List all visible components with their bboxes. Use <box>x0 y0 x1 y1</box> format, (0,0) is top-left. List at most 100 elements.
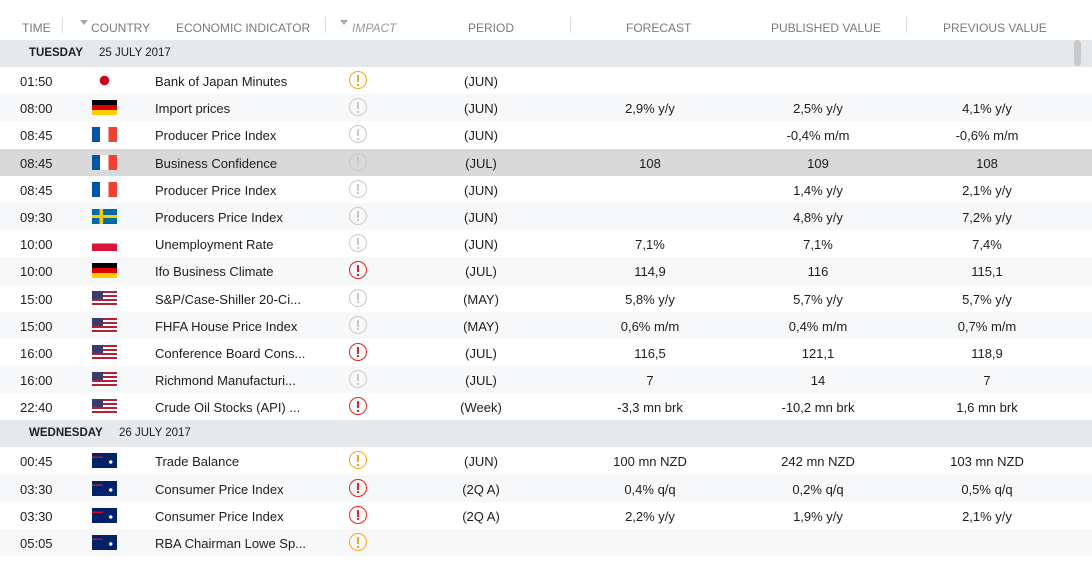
time: 01:50 <box>20 74 53 89</box>
flag <box>92 344 117 360</box>
filter-icon[interactable] <box>340 20 348 25</box>
previous: 5,7% y/y <box>962 291 1012 307</box>
previous: 7,2% y/y <box>962 209 1012 225</box>
event-row[interactable]: 08:45 Producer Price Index (JUN) 1,4% y/y 2,… <box>0 176 1092 203</box>
event-row[interactable]: 05:05 RBA Chairman Lowe Sp... <box>0 529 1092 557</box>
col-previous[interactable]: PREVIOUS VALUE <box>943 21 1047 35</box>
event-row[interactable]: 16:00 Conference Board Cons... (JUL) 116,5 1… <box>0 339 1092 366</box>
published: 1,4% y/y <box>793 182 843 198</box>
previous: 118,9 <box>971 345 1003 361</box>
flag <box>92 181 117 197</box>
indicator: RBA Chairman Lowe Sp... <box>155 536 307 551</box>
event-row[interactable]: 01:50 Bank of Japan Minutes (JUN) <box>0 67 1092 94</box>
impact-icon <box>349 370 367 389</box>
event-row[interactable]: 15:00 S&P/Case-Shiller 20-Ci... (MAY) 5,8% … <box>0 285 1092 312</box>
published: 0,2% q/q <box>792 481 844 497</box>
table-header: TIME COUNTRY ECONOMIC INDICATOR IMPACT P… <box>0 0 1092 40</box>
col-indicator[interactable]: ECONOMIC INDICATOR <box>176 21 311 35</box>
event-row[interactable]: 15:00 FHFA House Price Index (MAY) 0,6% m/m… <box>0 311 1092 339</box>
indicator: Import prices <box>155 101 231 117</box>
period: (MAY) <box>463 318 499 334</box>
impact-icon <box>349 315 367 334</box>
indicator: Unemployment Rate <box>155 237 274 253</box>
time: 05:05 <box>20 536 53 551</box>
flag <box>92 100 117 116</box>
event-row[interactable]: 09:30 Producers Price Index (JUN) 4,8% y/y 7… <box>0 202 1092 231</box>
forecast: 116,5 <box>634 345 666 361</box>
period: (MAY) <box>463 291 499 307</box>
event-row[interactable]: 10:00 Unemployment Rate (JUN) 7,1% 7,1% 7,4% <box>0 230 1092 257</box>
event-row[interactable]: 08:45 Business Confidence (JUL) 108 109 108 <box>0 148 1092 176</box>
period: (JUN) <box>464 74 498 89</box>
event-row[interactable]: 08:45 Producer Price Index (JUN) -0,4% m/m -… <box>0 121 1092 148</box>
period: (JUL) <box>465 264 497 280</box>
published: 4,8% y/y <box>793 209 843 225</box>
event-row[interactable]: 08:00 Import prices (JUN) 2,9% y/y 2,5% y/y 4… <box>0 94 1092 122</box>
published: 14 <box>810 373 826 389</box>
event-row[interactable]: 10:00 Ifo Business Climate (JUL) 114,9 116 11… <box>0 257 1092 285</box>
impact-icon <box>349 478 367 497</box>
period: (JUL) <box>465 155 497 171</box>
filter-icon[interactable] <box>80 20 88 25</box>
indicator: Business Confidence <box>155 155 278 171</box>
previous: 103 mn NZD <box>950 454 1024 470</box>
separator <box>570 17 571 33</box>
date: 26 JULY 2017 <box>119 427 191 440</box>
separator <box>325 17 326 33</box>
flag <box>92 73 117 88</box>
forecast: 100 mn NZD <box>613 454 687 470</box>
event-row[interactable]: 22:40 Crude Oil Stocks (API) ... (Week) -3,… <box>0 393 1092 420</box>
impact-icon <box>349 98 367 117</box>
col-forecast[interactable]: FORECAST <box>626 21 692 35</box>
event-row[interactable]: 03:30 Consumer Price Index (2Q A) 0,4% q/q 0… <box>0 474 1092 502</box>
event-row[interactable]: 16:00 Richmond Manufacturi... (JUL) 7 14 7 <box>0 366 1092 394</box>
previous: 115,1 <box>971 264 1003 280</box>
col-published[interactable]: PUBLISHED VALUE <box>771 21 881 35</box>
event-row[interactable]: 03:30 Consumer Price Index (2Q A) 2,2% y/y 1… <box>0 502 1092 529</box>
period: (2Q A) <box>462 508 500 524</box>
published: 7,1% <box>803 237 833 253</box>
indicator: FHFA House Price Index <box>155 318 298 334</box>
forecast: 7 <box>646 373 654 389</box>
indicator: Producers Price Index <box>155 209 283 225</box>
forecast: 7,1% <box>635 237 665 253</box>
period: (JUN) <box>464 454 498 470</box>
col-impact[interactable]: IMPACT <box>352 21 397 35</box>
impact-icon <box>349 179 367 198</box>
day-header: WEDNESDAY 26 JULY 2017 <box>0 420 1092 448</box>
separator <box>62 17 63 33</box>
time: 16:00 <box>20 373 53 389</box>
time: 08:45 <box>20 182 53 198</box>
flag <box>92 453 117 469</box>
time: 08:00 <box>20 101 53 117</box>
impact-icon <box>349 261 367 280</box>
event-row[interactable]: 00:45 Trade Balance (JUN) 100 mn NZD 242 mn … <box>0 447 1092 474</box>
previous: 7,4% <box>972 237 1002 253</box>
time: 15:00 <box>20 318 53 334</box>
impact-icon <box>349 342 367 361</box>
time: 03:30 <box>20 508 53 524</box>
col-period[interactable]: PERIOD <box>468 21 515 35</box>
time: 10:00 <box>20 237 53 253</box>
published: 109 <box>807 155 829 171</box>
previous: 1,6 mn brk <box>956 400 1018 416</box>
published: 5,7% y/y <box>793 291 843 307</box>
period: (JUN) <box>464 182 498 198</box>
col-country[interactable]: COUNTRY <box>91 21 151 35</box>
scrollbar-thumb[interactable] <box>1074 40 1081 66</box>
col-time[interactable]: TIME <box>22 21 51 35</box>
time: 00:45 <box>20 454 53 470</box>
impact-icon <box>349 125 367 144</box>
forecast: -3,3 mn brk <box>617 400 683 416</box>
flag <box>92 263 117 279</box>
period: (JUL) <box>465 373 497 389</box>
published: 1,9% y/y <box>793 508 843 524</box>
flag <box>92 372 117 388</box>
indicator: Consumer Price Index <box>155 481 284 497</box>
flag <box>92 154 117 170</box>
previous: 4,1% y/y <box>962 101 1012 117</box>
flag <box>92 480 117 496</box>
impact-icon <box>349 533 367 551</box>
published: 2,5% y/y <box>793 101 843 117</box>
